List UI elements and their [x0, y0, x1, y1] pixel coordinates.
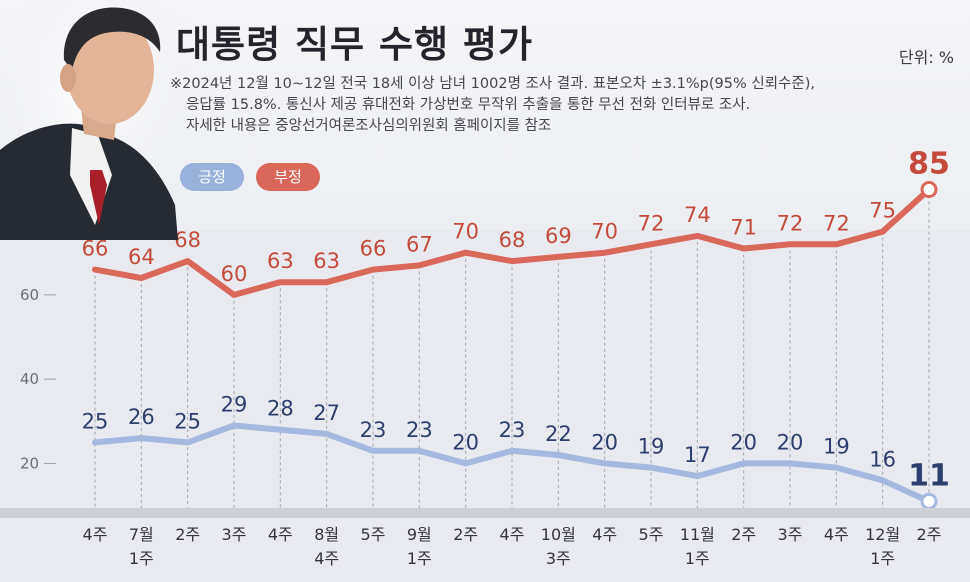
x-tick-label: 11월 — [680, 525, 715, 544]
x-tick-label: 5주 — [361, 525, 386, 544]
data-label: 17 — [684, 443, 711, 467]
x-tick-label: 8월 — [314, 525, 339, 544]
data-label: 63 — [267, 249, 294, 273]
x-tick-label: 4주 — [83, 525, 108, 544]
data-label: 25 — [174, 409, 201, 433]
data-label: 16 — [869, 447, 896, 471]
data-label: 72 — [823, 211, 850, 235]
data-label: 28 — [267, 397, 294, 421]
data-label: 23 — [499, 418, 526, 442]
last-point-marker — [920, 181, 938, 198]
x-axis-label-layer: 4주 7월 1주 2주 3주 4주 8월 4주 5주 9월 1주 2주 4주 10월 3주 4주 5주 11월 1주… — [83, 525, 942, 568]
data-label-layer: 25 26 25 29 28 27 23 23 20 23 22 20 19 17 20 20 19 16 11 66… — [82, 147, 950, 494]
president-portrait — [0, 0, 200, 240]
survey-note-line-3: 자세한 내용은 중앙선거여론조사심의위원회 홈페이지를 참조 — [186, 118, 552, 134]
data-label: 66 — [82, 237, 109, 261]
x-tick-label: 3주 — [222, 525, 247, 544]
data-label: 11 — [908, 458, 950, 493]
data-label: 70 — [591, 220, 618, 244]
data-label: 29 — [221, 393, 248, 417]
last-point-marker — [920, 492, 938, 510]
data-label: 27 — [313, 401, 340, 425]
x-tick-label: 9월 — [407, 525, 432, 544]
x-tick-label: 3주 — [778, 525, 803, 544]
x-tick-label: 4주 — [592, 525, 617, 544]
x-tick-label: 2주 — [175, 525, 200, 544]
data-label: 23 — [406, 418, 433, 442]
data-label: 70 — [452, 220, 479, 244]
x-tick-label: 4주 — [824, 525, 849, 544]
data-label: 72 — [777, 211, 804, 235]
x-tick-label: 2주 — [731, 525, 756, 544]
data-label: 20 — [777, 430, 804, 454]
data-label: 20 — [730, 430, 757, 454]
data-label: 72 — [638, 211, 665, 235]
data-label: 68 — [499, 228, 526, 252]
data-label: 60 — [221, 262, 248, 286]
grid-layer — [94, 195, 930, 508]
y-tick-layer: 20406080 — [20, 202, 56, 472]
data-label: 66 — [360, 237, 387, 261]
x-tick-label: 10월 — [541, 525, 576, 544]
data-label: 71 — [730, 216, 757, 240]
x-tick-label: 1주 — [407, 549, 432, 568]
data-label: 19 — [823, 435, 850, 459]
data-label: 67 — [406, 232, 433, 256]
data-label: 75 — [869, 199, 896, 223]
data-label: 19 — [638, 435, 665, 459]
data-label: 23 — [360, 418, 387, 442]
y-tick-label: 40 — [20, 370, 39, 388]
legend-negative: 부정 — [256, 163, 320, 191]
data-label: 63 — [313, 249, 340, 273]
data-label: 64 — [128, 245, 155, 269]
x-tick-label: 1주 — [685, 549, 710, 568]
x-tick-label: 4주 — [268, 525, 293, 544]
y-tick-label: 60 — [20, 286, 39, 304]
y-tick-label: 20 — [20, 454, 39, 472]
survey-note-line-2: 응답률 15.8%. 통신사 제공 휴대전화 가상번호 무작위 추출을 통한 무… — [186, 97, 751, 113]
unit-label: 단위: % — [898, 48, 954, 67]
data-label: 74 — [684, 203, 711, 227]
data-label: 26 — [128, 405, 155, 429]
chart-title: 대통령 직무 수행 평가 — [176, 23, 534, 66]
data-label: 85 — [908, 147, 950, 182]
series-line-positive — [92, 422, 932, 505]
series-layer — [92, 181, 938, 510]
survey-note-line-1: ※2024년 12월 10~12일 전국 18세 이상 남녀 1002명 조사 … — [170, 76, 815, 92]
legend-positive: 긍정 — [180, 163, 244, 191]
data-label: 20 — [452, 430, 479, 454]
data-label: 22 — [545, 422, 572, 446]
x-tick-label: 1주 — [870, 549, 895, 568]
x-tick-label: 2주 — [917, 525, 942, 544]
x-tick-label: 12월 — [865, 525, 900, 544]
x-tick-label: 2주 — [453, 525, 478, 544]
data-label: 25 — [82, 409, 109, 433]
x-axis-bar — [0, 508, 970, 518]
x-tick-label: 4주 — [500, 525, 525, 544]
x-tick-label: 1주 — [129, 549, 154, 568]
x-tick-label: 7월 — [129, 525, 154, 544]
x-tick-label: 3주 — [546, 549, 571, 568]
data-label: 69 — [545, 224, 572, 248]
series-line-negative — [92, 186, 932, 298]
x-tick-label: 5주 — [639, 525, 664, 544]
x-tick-label: 4주 — [314, 549, 339, 568]
data-label: 20 — [591, 430, 618, 454]
